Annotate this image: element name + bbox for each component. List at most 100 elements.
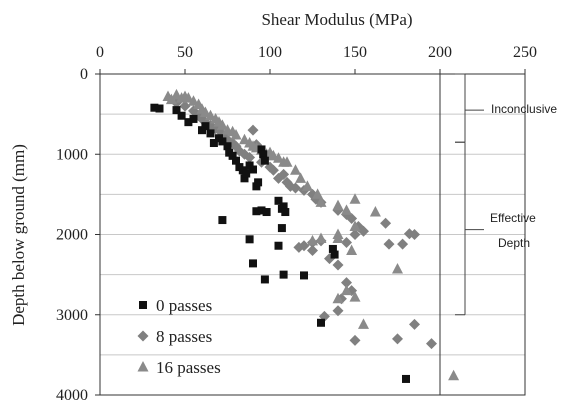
- point-diamond: [244, 151, 256, 163]
- point-square: [172, 106, 181, 115]
- point-triangle: [448, 369, 460, 381]
- point-triangle: [392, 263, 403, 274]
- point-triangle: [230, 128, 242, 140]
- point-square: [201, 122, 210, 131]
- point-square: [252, 182, 261, 191]
- point-diamond: [358, 225, 369, 237]
- point-triangle: [341, 204, 352, 215]
- point-triangle: [290, 164, 301, 175]
- point-square: [232, 156, 240, 165]
- point-square: [245, 161, 254, 170]
- point-square: [402, 374, 410, 383]
- x-tick-label: 200: [428, 44, 452, 61]
- y-tick-label: 3000: [56, 307, 88, 324]
- point-triangle: [315, 196, 327, 207]
- point-triangle: [312, 188, 324, 199]
- point-square: [228, 151, 237, 160]
- data-points: [150, 88, 460, 383]
- point-square: [218, 137, 227, 146]
- legend-marker-diamond: [137, 330, 149, 342]
- legend: 0 passes 8 passes 16 passes: [137, 296, 221, 377]
- point-diamond: [380, 217, 392, 229]
- axes: 0 50 100 150 200 250 0 1000 2000 3000 4000: [56, 44, 537, 403]
- point-diamond: [298, 240, 310, 252]
- point-square: [279, 270, 288, 279]
- legend-item-8-passes: 8 passes: [137, 327, 212, 346]
- y-tick-label: 4000: [56, 387, 88, 403]
- point-triangle: [295, 172, 307, 183]
- legend-item-16-passes: 16 passes: [137, 358, 221, 377]
- legend-item-0-passes: 0 passes: [139, 296, 212, 315]
- legend-label: 16 passes: [156, 358, 221, 377]
- point-triangle: [307, 234, 318, 246]
- point-square: [274, 196, 283, 205]
- point-triangle: [349, 291, 361, 302]
- point-square: [223, 142, 232, 151]
- x-axis-title: Shear Modulus (MPa): [261, 10, 412, 29]
- legend-marker-square: [139, 301, 147, 309]
- point-square: [209, 139, 218, 148]
- x-tick-label: 150: [343, 44, 367, 61]
- point-diamond: [349, 334, 361, 346]
- point-square: [281, 208, 290, 217]
- point-square: [218, 216, 227, 225]
- point-square: [257, 145, 266, 154]
- point-square: [206, 129, 215, 138]
- point-diamond: [346, 212, 358, 224]
- point-triangle: [332, 199, 344, 211]
- point-square: [198, 126, 206, 135]
- point-square: [150, 103, 159, 112]
- point-diamond: [409, 229, 420, 240]
- point-triangle: [349, 220, 361, 231]
- point-triangle: [358, 318, 369, 329]
- point-square: [328, 244, 337, 253]
- point-diamond: [290, 182, 301, 194]
- point-triangle: [301, 180, 313, 191]
- point-diamond: [392, 333, 403, 345]
- point-diamond: [341, 277, 352, 289]
- y-tick-label: 1000: [56, 146, 88, 163]
- point-square: [274, 241, 283, 250]
- point-diamond: [426, 338, 437, 350]
- legend-label: 8 passes: [156, 327, 212, 346]
- point-diamond: [397, 238, 409, 250]
- x-tick-label: 100: [258, 44, 282, 61]
- y-axis-title: Depth below ground (mm): [9, 144, 28, 326]
- point-square: [252, 207, 261, 216]
- point-square: [317, 318, 325, 327]
- point-triangle: [341, 284, 352, 296]
- point-square: [177, 111, 186, 120]
- point-triangle: [332, 232, 344, 244]
- x-tick-label: 0: [96, 44, 104, 61]
- point-triangle: [273, 152, 284, 163]
- point-square: [245, 235, 254, 244]
- point-square: [155, 104, 164, 113]
- point-square: [242, 169, 251, 178]
- grid-lines: [100, 113, 525, 356]
- point-diamond: [341, 237, 352, 249]
- annotation-inconclusive: Inconclusive: [491, 102, 557, 116]
- point-diamond: [332, 259, 344, 271]
- point-triangle: [315, 232, 327, 244]
- x-tick-label: 50: [177, 44, 193, 61]
- y-tick-label: 2000: [56, 227, 88, 244]
- point-square: [257, 206, 266, 215]
- annotation-effective-depth-line2: Depth: [498, 236, 530, 250]
- point-square: [249, 259, 257, 268]
- point-square: [277, 224, 286, 233]
- point-square: [259, 150, 268, 159]
- point-square: [189, 114, 198, 123]
- point-square: [184, 118, 193, 127]
- point-square: [240, 174, 249, 183]
- series-0-passes: [150, 103, 410, 383]
- point-diamond: [383, 238, 395, 250]
- point-diamond: [332, 305, 344, 317]
- annotation-effective-depth-line1: Effective: [490, 211, 536, 225]
- point-diamond: [307, 245, 318, 257]
- point-diamond: [349, 229, 361, 240]
- point-square: [279, 202, 288, 211]
- depth-brackets: [455, 73, 484, 316]
- point-diamond: [324, 253, 335, 265]
- x-tick-label: 250: [513, 44, 537, 61]
